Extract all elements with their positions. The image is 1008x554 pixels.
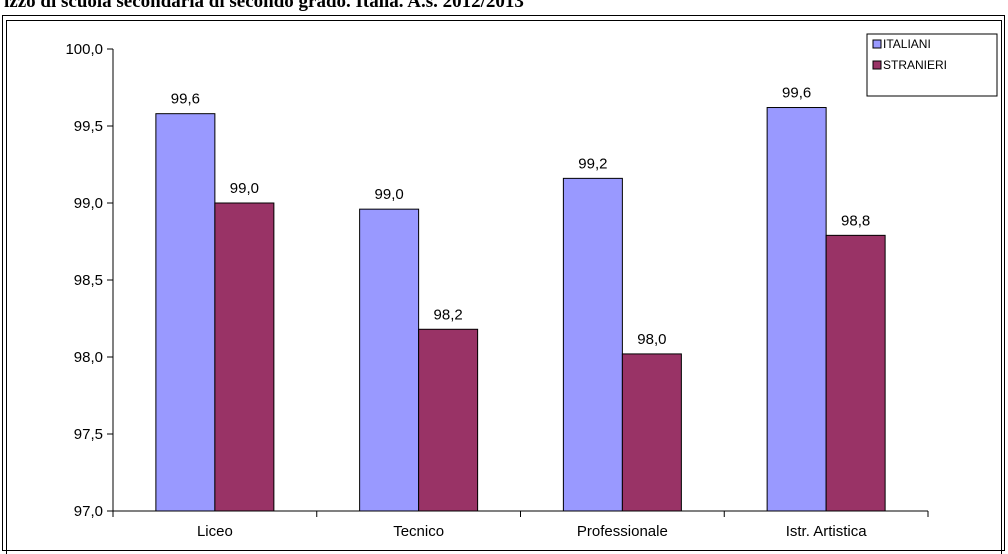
bar-stranieri <box>214 202 275 512</box>
bar-italiani <box>766 107 827 512</box>
legend-swatch-italiani <box>872 39 882 49</box>
bar-stranieri <box>825 234 886 512</box>
legend-label-stranieri: STRANIERI <box>883 58 947 72</box>
data-label: 99,6 <box>782 85 811 102</box>
data-label: 99,6 <box>171 91 200 108</box>
legend-label-italiani: ITALIANI <box>883 37 931 51</box>
page-title: izzo di scuola secondaria di secondo gra… <box>4 0 524 12</box>
legend-swatch-stranieri <box>872 60 882 70</box>
y-tick-label: 99,5 <box>74 118 103 135</box>
data-label: 99,2 <box>578 155 607 172</box>
data-label: 98,8 <box>841 212 870 229</box>
bar-stranieri <box>621 353 682 512</box>
y-tick-label: 97,0 <box>74 503 103 520</box>
x-category-label: Istr. Artistica <box>786 523 868 540</box>
data-label: 99,0 <box>375 186 404 203</box>
y-tick-label: 98,0 <box>74 349 103 366</box>
legend-box <box>866 33 998 97</box>
bars-layer <box>155 107 886 512</box>
y-tick-label: 100,0 <box>65 41 103 58</box>
y-tick-label: 98,5 <box>74 272 103 289</box>
data-label: 99,0 <box>230 180 259 197</box>
y-tick-label: 97,5 <box>74 426 103 443</box>
data-label: 98,2 <box>434 306 463 323</box>
bar-stranieri <box>418 328 479 512</box>
data-label: 98,0 <box>637 331 666 348</box>
x-category-label: Professionale <box>577 523 668 540</box>
bar-italiani <box>562 177 623 512</box>
outer-frame <box>2 15 1005 551</box>
data-labels-layer: 99,6 99,0 99,0 98,2 99,2 98,0 99,6 98,8 <box>171 85 870 348</box>
y-tick-label: 99,0 <box>74 195 103 212</box>
x-category-label: Tecnico <box>393 523 444 540</box>
bar-italiani <box>155 113 216 512</box>
bar-italiani <box>359 208 420 512</box>
x-category-label: Liceo <box>197 523 233 540</box>
legend: ITALIANI STRANIERI <box>866 33 998 97</box>
chart-frame <box>6 20 1002 554</box>
